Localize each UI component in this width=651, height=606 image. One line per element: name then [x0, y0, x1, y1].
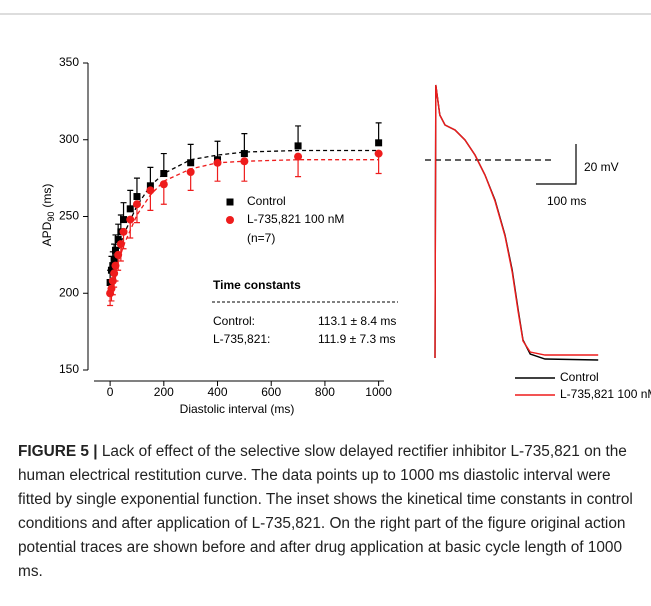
x-axis-title: Diastolic interval (ms): [180, 402, 295, 416]
point: [186, 167, 195, 176]
point: [126, 215, 135, 224]
point: [110, 269, 119, 278]
inset-label: L-735,821:: [213, 332, 270, 346]
legend-label: Control: [247, 194, 286, 208]
point: [146, 186, 155, 195]
point: [294, 142, 302, 150]
y-axis-title: APD90 (ms): [40, 184, 56, 247]
legend-label: L-735,821 100 nM: [247, 212, 344, 226]
point: [116, 240, 125, 249]
legend-marker: [226, 216, 234, 224]
inset-value: 113.1 ± 8.4 ms: [318, 314, 396, 328]
caption-text: Lack of effect of the selective slow del…: [18, 443, 633, 580]
point: [111, 246, 119, 254]
point: [126, 205, 134, 213]
y-tick-label: 200: [59, 285, 79, 299]
point: [132, 200, 141, 209]
x-tick-label: 800: [315, 385, 335, 399]
point: [240, 150, 248, 158]
legend-label: Control: [560, 370, 599, 384]
point: [120, 216, 128, 224]
scale-bar: [536, 144, 577, 185]
x-tick-label: 1000: [365, 385, 392, 399]
inset-value: 111.9 ± 7.3 ms: [318, 332, 396, 346]
inset-label: Control:: [213, 314, 255, 328]
y-tick-label: 300: [59, 132, 79, 146]
point: [187, 159, 195, 167]
x-tick-label: 400: [208, 385, 228, 399]
x-tick-label: 600: [261, 385, 281, 399]
y-title-unit: (ms): [40, 184, 54, 208]
y-tick-label: 350: [59, 55, 79, 69]
point: [111, 261, 120, 270]
y-title-sub: 90: [46, 212, 56, 222]
y-tick-label: 250: [59, 209, 79, 223]
point: [110, 255, 118, 263]
point: [294, 152, 303, 161]
point: [108, 276, 117, 285]
point: [133, 193, 141, 201]
trace: [434, 84, 599, 361]
point: [107, 284, 116, 293]
legend-label: L-735,821 100 nM: [560, 387, 651, 401]
point: [119, 227, 128, 236]
legend-marker: [226, 198, 234, 206]
y-tick-label: 150: [59, 362, 79, 376]
point: [375, 139, 383, 147]
point: [114, 250, 123, 259]
point: [107, 266, 115, 274]
fit-curve: [109, 149, 379, 283]
point: [213, 158, 222, 167]
point: [146, 182, 154, 190]
trace: [434, 84, 599, 359]
inset-title: Time constants: [213, 278, 301, 292]
point: [114, 236, 122, 244]
caption: FIGURE 5 | Lack of effect of the selecti…: [18, 440, 636, 584]
legend-note: (n=7): [247, 231, 275, 245]
x-tick-label: 0: [107, 385, 114, 399]
point: [374, 149, 383, 158]
point: [159, 180, 168, 189]
caption-label: FIGURE 5 |: [18, 443, 98, 460]
figure: Diastolic interval (ms) APD90(ms) (n=7) …: [0, 13, 651, 416]
x-tick-label: 200: [154, 385, 174, 399]
point: [240, 157, 249, 166]
y-title-main: APD: [40, 221, 54, 246]
point: [160, 170, 168, 178]
scale-label: 20 mV: [584, 160, 619, 174]
scale-label: 100 ms: [547, 194, 586, 208]
